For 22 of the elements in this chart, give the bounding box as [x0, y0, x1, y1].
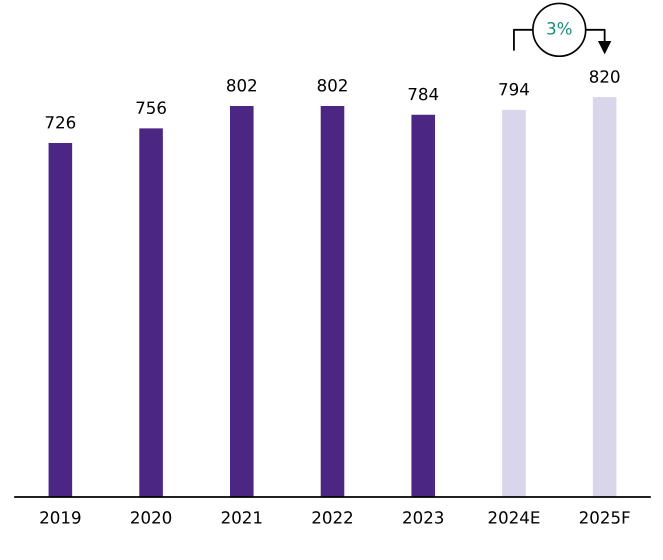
data-label: 726 — [46, 116, 76, 129]
data-label: 802 — [227, 78, 256, 92]
bar — [48, 142, 72, 497]
data-label: 784 — [408, 88, 438, 100]
x-tick-label: 2019 — [40, 511, 80, 524]
data-label: 820 — [590, 70, 620, 83]
bar — [411, 114, 436, 497]
x-tick-label: 2024E — [488, 511, 540, 524]
bar — [502, 110, 526, 497]
data-label: 802 — [318, 78, 347, 92]
bar — [139, 128, 163, 497]
bar — [592, 97, 616, 497]
x-tick-label: 2020 — [131, 511, 172, 524]
x-tick-label: 2025F — [580, 511, 630, 524]
x-tick-label: 2021 — [222, 511, 262, 524]
x-tick-label: 2023 — [403, 511, 444, 524]
data-label: 794 — [499, 82, 529, 96]
bar — [230, 106, 254, 497]
text: 3% — [547, 22, 572, 35]
bar — [320, 106, 344, 497]
data-label: 756 — [136, 101, 166, 114]
x-tick-label: 2022 — [312, 511, 352, 524]
